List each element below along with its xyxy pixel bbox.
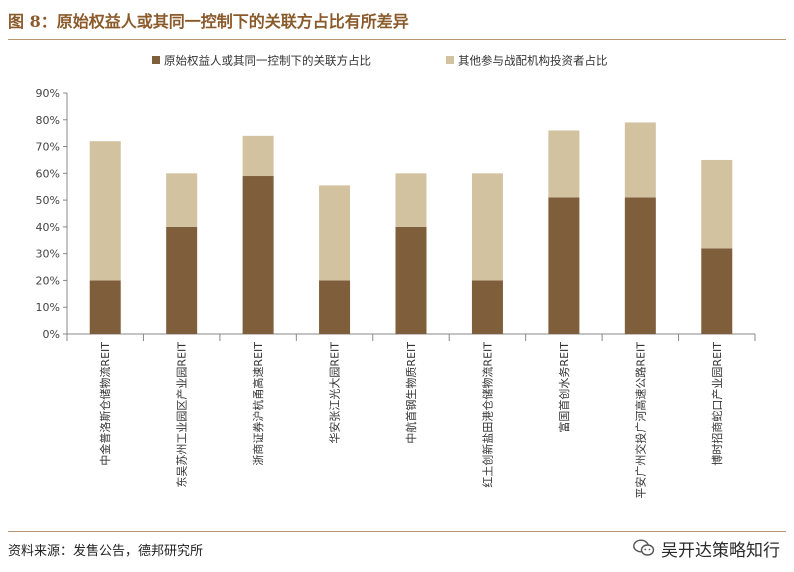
y-tick-label: 90% [36, 87, 60, 100]
legend-swatch-1 [152, 56, 160, 64]
bar-other-7 [548, 130, 580, 198]
bar-sponsor-5 [395, 226, 427, 334]
wechat-icon [633, 539, 655, 556]
watermark-text: 吴开达策略知行 [661, 540, 780, 561]
bar-other-6 [471, 173, 503, 281]
bar-sponsor-2 [166, 226, 198, 334]
bar-sponsor-6 [471, 280, 503, 334]
y-tick-label: 60% [36, 167, 60, 180]
bar-other-3 [242, 135, 274, 177]
legend-label-1: 原始权益人或其同一控制下的关联方占比 [164, 54, 371, 68]
bar-other-4 [319, 185, 351, 281]
bar-sponsor-1 [89, 280, 121, 334]
figure-title: 图 8：原始权益人或其同一控制下的关联方占比有所差异 [8, 12, 409, 31]
legend-label-2: 其他参与战配机构投资者占比 [458, 54, 608, 68]
y-tick-label: 20% [36, 274, 60, 287]
category-label-8: 平安广州交投广河高速公路REIT [633, 342, 647, 499]
category-label-6: 红土创新盐田港仓储物流REIT [480, 342, 494, 488]
y-tick-label: 30% [36, 248, 60, 261]
category-label-5: 中航首钢生物质REIT [404, 342, 418, 444]
category-label-1: 中金普洛斯仓储物流REIT [98, 342, 112, 466]
category-label-9: 博时招商蛇口产业园REIT [710, 342, 724, 466]
category-label-3: 浙商证券沪杭甬高速REIT [251, 342, 265, 466]
bar-sponsor-8 [624, 197, 656, 334]
bar-other-1 [89, 141, 121, 281]
bar-other-8 [624, 122, 656, 198]
bottom-divider [8, 531, 786, 532]
y-tick-label: 50% [36, 194, 60, 207]
category-label-2: 东吴苏州工业园区产业园REIT [175, 342, 189, 488]
legend-swatch-2 [446, 56, 454, 64]
bar-sponsor-9 [701, 248, 733, 334]
y-tick-label: 80% [36, 114, 60, 127]
source-note: 资料来源：发售公告，德邦研究所 [8, 544, 204, 559]
y-tick-label: 0% [43, 328, 60, 341]
stacked-bar-chart: 原始权益人或其同一控制下的关联方占比 其他参与战配机构投资者占比 0% 10% 20% 3… [36, 54, 756, 499]
y-tick-label: 10% [36, 301, 60, 314]
category-label-4: 华安张江光大园REIT [328, 342, 342, 444]
category-label-7: 富国首创水务REIT [557, 342, 571, 433]
top-divider [8, 39, 786, 40]
bar-sponsor-7 [548, 197, 580, 334]
y-tick-label: 70% [36, 141, 60, 154]
bar-sponsor-4 [319, 280, 351, 334]
watermark: 吴开达策略知行 [633, 531, 780, 565]
bar-other-5 [395, 173, 427, 227]
bar-sponsor-3 [242, 176, 274, 334]
bar-other-2 [166, 173, 198, 227]
y-tick-label: 40% [36, 221, 60, 234]
bar-other-9 [701, 159, 733, 249]
